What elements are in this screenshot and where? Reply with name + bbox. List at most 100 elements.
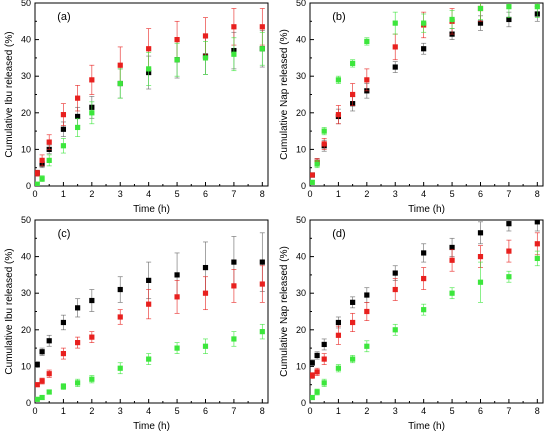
data-point xyxy=(46,371,52,377)
data-point xyxy=(534,241,540,247)
y-tick-label: 50 xyxy=(296,0,306,8)
data-point xyxy=(60,319,67,326)
x-tick-label: 1 xyxy=(61,189,66,199)
data-point xyxy=(310,360,315,366)
y-tick-label: 30 xyxy=(21,71,31,81)
data-point xyxy=(321,380,327,386)
data-point xyxy=(35,382,40,388)
data-point xyxy=(421,46,427,52)
data-point xyxy=(231,336,237,342)
data-point xyxy=(89,334,95,340)
data-point xyxy=(146,66,152,72)
y-tick-label: 30 xyxy=(296,288,306,298)
y-tick-label: 20 xyxy=(296,108,306,118)
x-tick-label: 6 xyxy=(478,189,483,199)
y-tick-label: 20 xyxy=(21,108,31,118)
y-tick-label: 10 xyxy=(21,144,31,154)
panel-label: (b) xyxy=(332,11,345,23)
x-tick-label: 8 xyxy=(260,406,265,416)
data-point xyxy=(321,141,327,147)
data-point xyxy=(46,139,52,145)
x-tick-label: 6 xyxy=(203,406,208,416)
data-point xyxy=(231,259,237,265)
series-1 xyxy=(35,8,265,177)
data-point xyxy=(39,394,45,401)
data-point xyxy=(350,356,356,362)
series-1 xyxy=(35,265,265,388)
data-point xyxy=(75,95,81,101)
data-point xyxy=(506,4,512,10)
y-axis-label: Cumulative Ibu released (%) xyxy=(4,248,15,374)
chart-panel-3: 0 1 2 3 4 5 6 7 8 0 10 20 30 40 50 Time (h) Cumulative N… xyxy=(279,215,544,432)
x-tick-label: 7 xyxy=(231,189,236,199)
data-point xyxy=(421,250,427,256)
data-point xyxy=(449,244,455,251)
y-tick-label: 10 xyxy=(296,361,306,371)
data-layer xyxy=(35,232,265,402)
x-tick-label: 7 xyxy=(506,406,511,416)
y-tick-label: 0 xyxy=(26,398,31,408)
data-point xyxy=(60,383,67,390)
data-point xyxy=(35,181,40,186)
data-point xyxy=(534,220,540,225)
data-point xyxy=(335,365,342,371)
y-tick-label: 40 xyxy=(21,35,31,45)
x-tick-label: 6 xyxy=(203,189,208,199)
data-point xyxy=(364,38,370,45)
data-point xyxy=(506,221,512,227)
data-point xyxy=(392,270,398,276)
data-point xyxy=(449,257,455,263)
data-point xyxy=(117,286,123,293)
data-point xyxy=(506,16,512,23)
data-point xyxy=(364,77,370,83)
series-2 xyxy=(310,3,540,185)
series-2 xyxy=(35,31,265,186)
data-point xyxy=(335,112,342,118)
x-tick-label: 2 xyxy=(89,189,94,199)
data-point xyxy=(39,349,45,355)
data-point xyxy=(75,340,81,346)
data-point xyxy=(117,62,123,68)
data-point xyxy=(117,80,123,87)
chart-panel-0: 0 1 2 3 4 5 6 7 8 0 10 20 30 40 50 Time (h) Cumulative I… xyxy=(4,0,269,215)
y-axis-label: Cumulative Nap released (%) xyxy=(279,246,290,377)
plot-frame xyxy=(309,219,544,404)
x-axis-label: Time (h) xyxy=(133,421,170,432)
y-tick-label: 50 xyxy=(21,0,31,8)
x-tick-label: 4 xyxy=(421,189,426,199)
x-tick-label: 8 xyxy=(535,189,540,199)
y-tick-label: 0 xyxy=(26,181,31,191)
x-tick-label: 4 xyxy=(146,189,151,199)
data-point xyxy=(39,176,45,182)
data-point xyxy=(231,283,237,289)
data-layer xyxy=(310,220,540,401)
data-point xyxy=(75,380,81,386)
data-point xyxy=(321,341,327,348)
x-axis-label: Time (h) xyxy=(408,204,445,215)
data-point xyxy=(421,20,427,26)
data-point xyxy=(89,110,95,116)
x-tick-label: 5 xyxy=(450,189,455,199)
plot-frame xyxy=(34,219,269,404)
data-point xyxy=(75,113,81,120)
x-tick-label: 3 xyxy=(393,406,398,416)
x-tick-label: 0 xyxy=(307,406,312,416)
data-point xyxy=(202,264,209,271)
data-point xyxy=(60,350,67,357)
data-point xyxy=(314,369,320,375)
x-tick-label: 3 xyxy=(118,406,123,416)
data-point xyxy=(477,5,484,12)
data-point xyxy=(174,294,180,300)
data-point xyxy=(449,16,455,23)
y-tick-label: 0 xyxy=(301,398,306,408)
data-point xyxy=(477,254,484,260)
data-point xyxy=(421,275,427,282)
data-point xyxy=(146,277,152,283)
data-point xyxy=(310,372,315,379)
data-point xyxy=(202,33,209,39)
x-tick-label: 4 xyxy=(421,406,426,416)
data-point xyxy=(39,378,45,384)
x-tick-label: 1 xyxy=(336,406,341,416)
x-tick-label: 1 xyxy=(336,189,341,199)
data-point xyxy=(259,259,265,265)
